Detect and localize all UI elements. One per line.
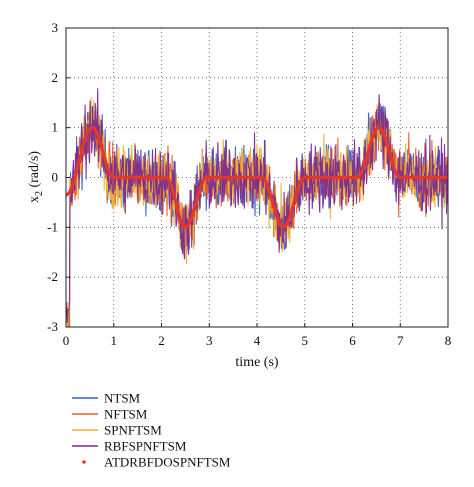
series-layer [66,88,448,327]
y-axis-label-subscript: 2 [34,191,45,196]
y-axis-label: x2 (rad/s) [27,151,45,203]
x-tick-label: 8 [445,333,452,348]
x-tick-label: 1 [111,333,118,348]
x-tick-label: 5 [302,333,309,348]
series-line-atdrbfdospnftsm [66,126,448,229]
x-tick-label: 4 [254,333,261,348]
legend-label: NTSM [104,391,141,406]
x-tick-label: 0 [63,333,70,348]
legend: NTSMNFTSMSPNFTSMRBFSPNFTSMATDRBFDOSPNFTS… [72,391,231,470]
y-tick-label: 2 [52,70,59,85]
y-tick-label: -2 [47,269,58,284]
x-tick-label: 3 [206,333,213,348]
legend-marker-atdrbfdospnftsm [82,460,86,464]
legend-label: NFTSM [104,407,148,422]
y-tick-label: 0 [52,170,59,185]
x-tick-label: 7 [397,333,404,348]
y-axis-label-main: x [27,196,42,203]
x-tick-label: 6 [349,333,356,348]
legend-label: ATDRBFDOSPNFTSM [104,455,231,470]
x-tick-label: 2 [158,333,165,348]
y-axis-label-unit: (rad/s) [27,151,42,191]
legend-label: SPNFTSM [104,423,162,438]
y-tick-label: 3 [52,20,59,35]
legend-label: RBFSPNFTSM [104,439,187,454]
y-tick-label: -3 [47,319,58,334]
tick-layer: 0 1 2 3 4 5 6 7 8 -3 -2 -1 0 1 2 3 [47,20,451,348]
y-tick-label: 1 [52,120,59,135]
x-axis-label: time (s) [235,355,278,370]
series-line-rbfspnftsm [66,88,448,323]
y-tick-label: -1 [47,219,58,234]
